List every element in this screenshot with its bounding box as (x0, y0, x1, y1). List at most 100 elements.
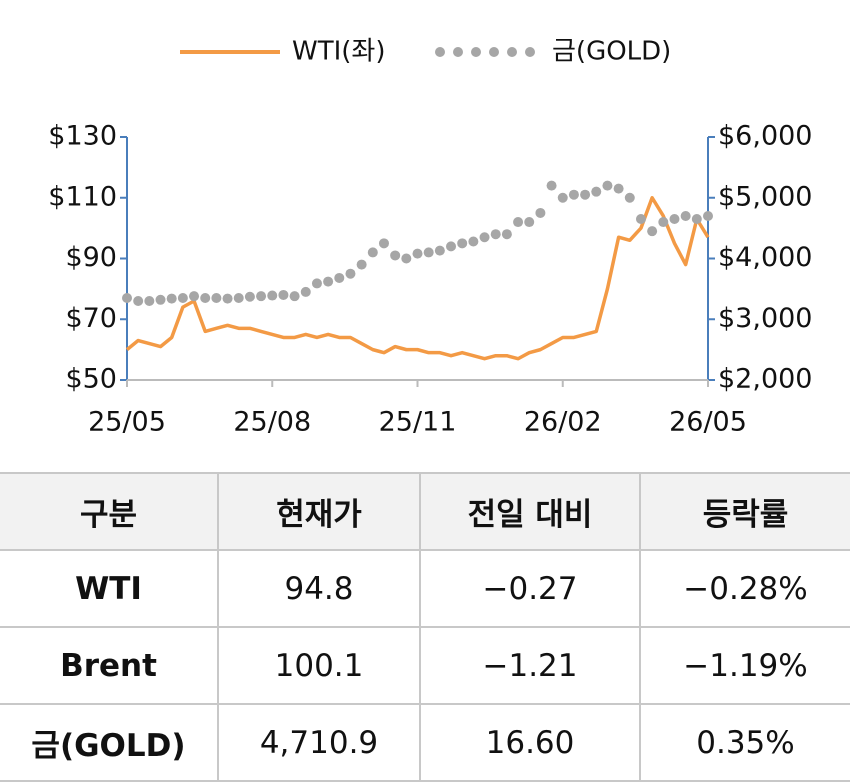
y2-tick-label: $3,000 (718, 303, 812, 334)
gold-dot (200, 292, 211, 303)
gold-dot (122, 292, 132, 303)
y-tick-label: $110 (48, 181, 117, 212)
gold-dot (580, 189, 591, 200)
header-cell: 구분 (0, 472, 219, 551)
gold-dot (244, 291, 255, 302)
header-cell: 현재가 (217, 472, 421, 551)
x-tick-label: 25/05 (88, 407, 166, 438)
gold-dot (289, 291, 300, 302)
table-cell: Brent (0, 626, 219, 705)
table-cell: 16.60 (419, 703, 641, 782)
y2-tick-label: $4,000 (718, 242, 812, 273)
x-tick-label: 25/08 (233, 407, 311, 438)
table-cell: 100.1 (217, 626, 421, 705)
y-tick-label: $70 (65, 303, 117, 334)
gold-dot (144, 296, 155, 307)
gold-dot (323, 276, 334, 287)
table-cell: 0.35% (639, 703, 850, 782)
gold-dot (568, 189, 579, 200)
gold-dot (378, 238, 389, 249)
legend-marker (435, 47, 445, 57)
gold-dot (703, 210, 713, 221)
legend-label: WTI(좌) (292, 37, 385, 67)
gold-dot (669, 214, 680, 225)
table-row: Brent 100.1 −1.21 −1.19% (0, 626, 850, 705)
gold-dot (423, 247, 434, 258)
x-tick-label: 26/05 (669, 407, 747, 438)
table-cell: −1.21 (419, 626, 641, 705)
y-tick-label: $130 (48, 121, 117, 152)
chart: $50 $70 $90 $110 $130 $2,000 $3,000 $4,000 $5,00… (48, 37, 812, 438)
table-cell: −1.19% (639, 626, 850, 705)
header-cell: 전일 대비 (419, 472, 641, 551)
legend-marker (489, 47, 499, 57)
gold-dot (256, 291, 267, 302)
gold-dot (278, 289, 289, 300)
table-body: WTI 94.8 −0.27 −0.28% Brent 100.1 −1.21 −1.19% 금… (0, 549, 850, 782)
table-cell: 94.8 (217, 549, 421, 628)
table-cell: −0.28% (639, 549, 850, 628)
table-row: WTI 94.8 −0.27 −0.28% (0, 549, 850, 628)
table-header: 구분 현재가 전일 대비 등락률 (0, 472, 850, 551)
quote-table: 구분 현재가 전일 대비 등락률 WTI 94.8 −0.27 −0.28% Brent 100… (0, 472, 850, 782)
gold-dot (468, 236, 479, 247)
gold-dot (177, 292, 188, 303)
gold-dot (591, 186, 602, 197)
table-cell: WTI (0, 549, 219, 628)
gold-dot (334, 272, 345, 283)
gold-dot (647, 226, 658, 237)
gold-dot (133, 296, 144, 307)
gold-dot (513, 217, 524, 228)
y2-tick-label: $6,000 (718, 121, 812, 152)
y-tick-label: $50 (65, 364, 117, 395)
gold-dot (658, 217, 669, 228)
gold-dot (267, 290, 278, 301)
gold-dot (390, 250, 401, 261)
gold-dot (300, 286, 311, 297)
table-cell: −0.27 (419, 549, 641, 628)
gold-dot (680, 210, 691, 221)
header-cell: 등락률 (639, 472, 850, 551)
table-row: 금(GOLD) 4,710.9 16.60 0.35% (0, 703, 850, 782)
table-cell: 4,710.9 (217, 703, 421, 782)
gold-dot (490, 229, 501, 240)
legend-label: 금(GOLD) (552, 37, 671, 67)
gold-dot (446, 241, 457, 252)
gold-dot (613, 183, 624, 194)
gold-dot (211, 292, 222, 303)
gold-dot (345, 268, 356, 279)
y2-tick-label: $5,000 (718, 181, 812, 212)
gold-dot (367, 247, 378, 258)
gold-dot (602, 180, 613, 191)
gold-dot (457, 238, 468, 249)
gold-dot (155, 294, 166, 305)
legend-marker (471, 47, 481, 57)
gold-dot (691, 214, 702, 225)
legend-marker (525, 47, 535, 57)
gold-dot (222, 293, 233, 304)
x-tick-label: 26/02 (524, 407, 602, 438)
gold-dot (546, 180, 557, 191)
y-tick-label: $90 (65, 242, 117, 273)
gold-dot (479, 232, 490, 243)
gold-dot (189, 291, 200, 302)
gold-dot (412, 248, 423, 259)
gold-dot (524, 217, 535, 228)
gold-dot (166, 293, 177, 304)
gold-dot (434, 245, 445, 256)
gold-dot (501, 229, 512, 240)
gold-dot (557, 192, 568, 203)
legend-marker (453, 47, 463, 57)
wti-line (125, 196, 710, 361)
legend-marker (507, 47, 517, 57)
gold-dot (535, 207, 546, 218)
gold-dot (401, 253, 412, 264)
table-cell: 금(GOLD) (0, 703, 219, 782)
gold-dot (356, 259, 367, 270)
gold-dot (311, 278, 322, 289)
gold-dot (635, 214, 646, 225)
gold-dot (233, 292, 244, 303)
gold-dot (624, 192, 635, 203)
x-tick-label: 25/11 (379, 407, 457, 438)
